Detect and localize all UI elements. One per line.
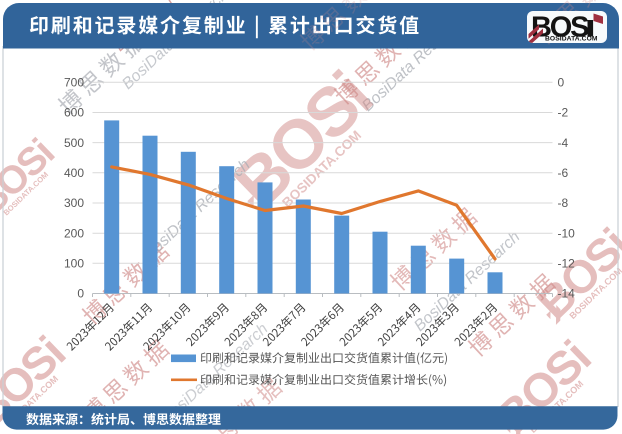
svg-text:0: 0 bbox=[77, 287, 84, 301]
svg-text:BOS: BOS bbox=[531, 12, 589, 44]
svg-text:0: 0 bbox=[558, 76, 565, 90]
svg-text:400: 400 bbox=[64, 166, 84, 180]
svg-text:-12: -12 bbox=[558, 257, 576, 271]
svg-text:-6: -6 bbox=[558, 166, 569, 180]
svg-text:500: 500 bbox=[64, 136, 84, 150]
svg-text:BOSIDATA.COM: BOSIDATA.COM bbox=[545, 35, 598, 42]
svg-text:200: 200 bbox=[64, 226, 84, 240]
svg-text:-2: -2 bbox=[558, 106, 569, 120]
svg-text:-8: -8 bbox=[558, 196, 569, 210]
svg-text:700: 700 bbox=[64, 76, 84, 90]
svg-text:-14: -14 bbox=[558, 287, 576, 301]
svg-text:600: 600 bbox=[64, 106, 84, 120]
svg-text:100: 100 bbox=[64, 257, 84, 271]
svg-text:300: 300 bbox=[64, 196, 84, 210]
svg-text:-4: -4 bbox=[558, 136, 569, 150]
svg-text:-10: -10 bbox=[558, 226, 576, 240]
